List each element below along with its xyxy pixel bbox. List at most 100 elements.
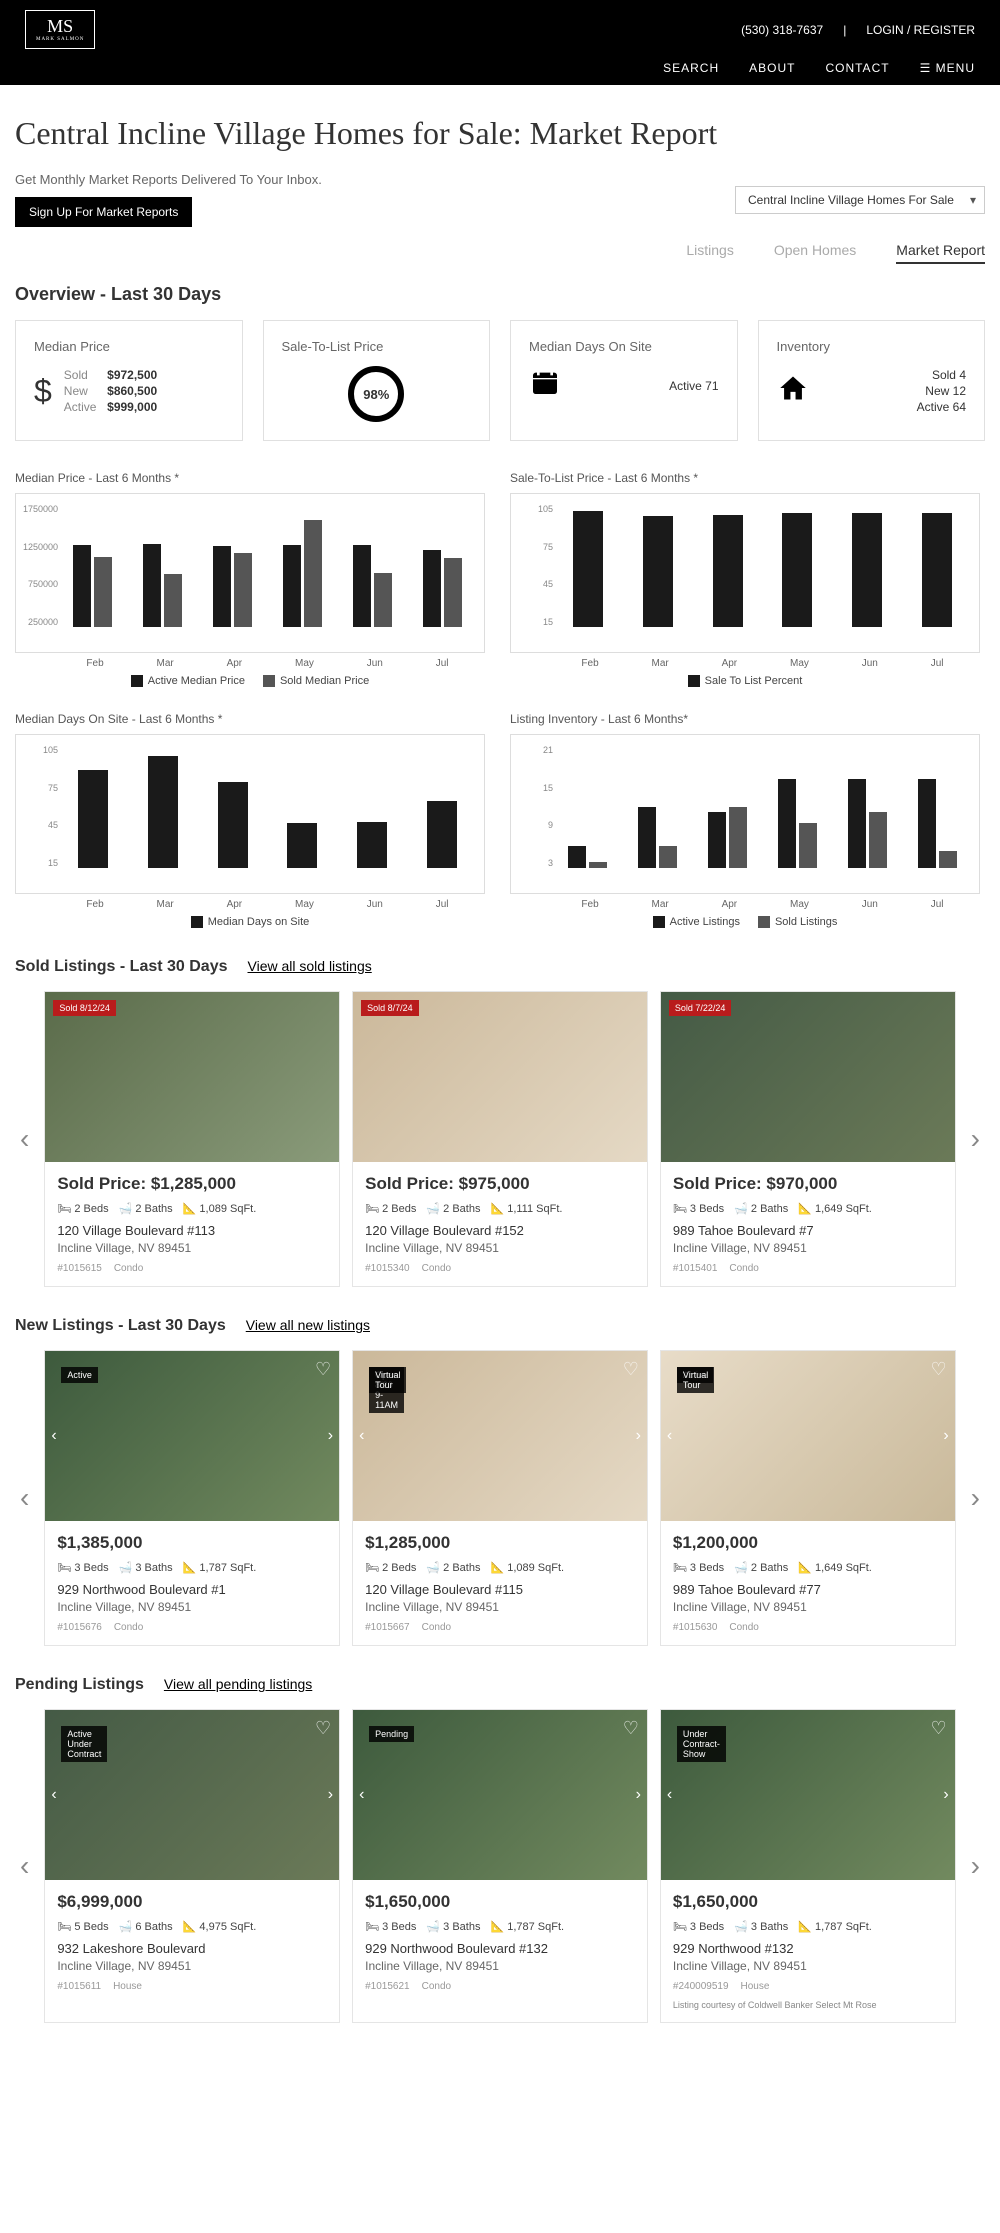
- prev-photo[interactable]: ‹: [667, 1786, 672, 1804]
- listing-card[interactable]: ActiveVirtual Tour♡‹› $1,200,000 🛏 3 Bed…: [660, 1350, 956, 1646]
- bar: [852, 513, 882, 627]
- gauge-icon: 98%: [348, 366, 404, 422]
- nav-about[interactable]: ABOUT: [749, 61, 795, 75]
- card-inventory: Inventory Sold 4 New 12 Active 64: [758, 320, 986, 441]
- area-dropdown[interactable]: Central Incline Village Homes For Sale: [735, 186, 985, 214]
- next-photo[interactable]: ›: [943, 1786, 948, 1804]
- section-title: Sold Listings - Last 30 Days: [15, 958, 228, 976]
- price: Sold Price: $975,000: [365, 1174, 635, 1194]
- status-badge: Virtual Tour: [677, 1367, 714, 1393]
- listing-card[interactable]: Sold 7/22/24 Sold Price: $970,000 🛏 3 Be…: [660, 991, 956, 1287]
- dollar-icon: $: [34, 373, 52, 410]
- next-photo[interactable]: ›: [328, 1786, 333, 1804]
- tab-open-homes[interactable]: Open Homes: [774, 242, 856, 264]
- sold-badge: Sold 8/7/24: [361, 1000, 419, 1016]
- prev-photo[interactable]: ‹: [359, 1786, 364, 1804]
- prev-photo[interactable]: ‹: [51, 1427, 56, 1445]
- status-badge: Under Contract-Show: [677, 1726, 726, 1762]
- bar: [659, 846, 677, 868]
- favorite-icon[interactable]: ♡: [623, 1718, 639, 1739]
- address: 989 Tahoe Boulevard #77: [673, 1582, 943, 1597]
- bar: [638, 807, 656, 869]
- bar: [148, 756, 178, 868]
- main-nav: SEARCH ABOUT CONTACT ☰ MENU: [25, 61, 975, 75]
- favorite-icon[interactable]: ♡: [315, 1718, 331, 1739]
- favorite-icon[interactable]: ♡: [315, 1359, 331, 1380]
- favorite-icon[interactable]: ♡: [623, 1359, 639, 1380]
- carousel-next[interactable]: ›: [966, 1123, 985, 1155]
- prop-type: Condo: [114, 1263, 143, 1274]
- prop-type: Condo: [729, 1263, 758, 1274]
- bar: [444, 558, 462, 627]
- view-all-link[interactable]: View all pending listings: [164, 1676, 312, 1692]
- prop-type: Condo: [422, 1981, 451, 1992]
- tab-listings[interactable]: Listings: [686, 242, 733, 264]
- listing-card[interactable]: Open 8/20 9-11AMVirtual Tour♡‹› $1,285,0…: [352, 1350, 648, 1646]
- bar: [213, 546, 231, 627]
- specs: 🛏 3 Beds🛁 3 Baths📐 1,787 SqFt.: [57, 1561, 327, 1574]
- nav-menu[interactable]: ☰ MENU: [920, 61, 975, 75]
- courtesy: Listing courtesy of Coldwell Banker Sele…: [673, 2000, 943, 2010]
- prev-photo[interactable]: ‹: [51, 1786, 56, 1804]
- logo[interactable]: MS MARK SALMON: [25, 10, 95, 49]
- carousel-prev[interactable]: ‹: [15, 1482, 34, 1514]
- signup-button[interactable]: Sign Up For Market Reports: [15, 197, 192, 227]
- prev-photo[interactable]: ‹: [667, 1427, 672, 1445]
- calendar-icon: [529, 366, 561, 406]
- prop-type: Condo: [422, 1622, 451, 1633]
- address: 120 Village Boulevard #152: [365, 1223, 635, 1238]
- carousel-prev[interactable]: ‹: [15, 1123, 34, 1155]
- price: $1,650,000: [365, 1892, 635, 1912]
- status-badge: Pending: [369, 1726, 414, 1742]
- next-photo[interactable]: ›: [328, 1427, 333, 1445]
- site-header: MS MARK SALMON (530) 318-7637 | LOGIN / …: [0, 0, 1000, 85]
- listing-image: Sold 8/12/24: [45, 992, 339, 1162]
- listing-image: Open 8/20 9-11AMVirtual Tour♡‹›: [353, 1351, 647, 1521]
- favorite-icon[interactable]: ♡: [931, 1718, 947, 1739]
- address: 120 Village Boulevard #115: [365, 1582, 635, 1597]
- listing-image: Sold 7/22/24: [661, 992, 955, 1162]
- specs: 🛏 3 Beds🛁 3 Baths📐 1,787 SqFt.: [365, 1920, 635, 1933]
- report-tabs: Listings Open Homes Market Report: [15, 242, 985, 264]
- next-photo[interactable]: ›: [636, 1786, 641, 1804]
- city: Incline Village, NV 89451: [673, 1959, 943, 1973]
- listing-card[interactable]: Pending ♡ ‹ › $1,650,000 🛏 3 Beds🛁 3 Baths📐…: [352, 1709, 648, 2023]
- specs: 🛏 3 Beds🛁 3 Baths📐 1,787 SqFt.: [673, 1920, 943, 1933]
- view-all-link[interactable]: View all sold listings: [248, 958, 372, 974]
- phone[interactable]: (530) 318-7637: [741, 23, 823, 37]
- bar: [568, 846, 586, 868]
- listing-card[interactable]: Sold 8/12/24 Sold Price: $1,285,000 🛏 2 …: [44, 991, 340, 1287]
- login-link[interactable]: LOGIN / REGISTER: [866, 23, 975, 37]
- bar: [353, 545, 371, 627]
- nav-contact[interactable]: CONTACT: [825, 61, 889, 75]
- listing-card[interactable]: Under Contract-Show♡‹› $1,650,000 🛏 3 Be…: [660, 1709, 956, 2023]
- prop-type: Condo: [422, 1263, 451, 1274]
- view-all-link[interactable]: View all new listings: [246, 1317, 370, 1333]
- price: Sold Price: $970,000: [673, 1174, 943, 1194]
- tab-market-report[interactable]: Market Report: [896, 242, 985, 264]
- listing-card[interactable]: Active♡‹› $1,385,000 🛏 3 Beds🛁 3 Baths📐 …: [44, 1350, 340, 1646]
- bar: [374, 573, 392, 627]
- bar: [218, 782, 248, 868]
- nav-search[interactable]: SEARCH: [663, 61, 719, 75]
- specs: 🛏 2 Beds🛁 2 Baths📐 1,089 SqFt.: [57, 1202, 327, 1215]
- address: 932 Lakeshore Boulevard: [57, 1941, 327, 1956]
- price: Sold Price: $1,285,000: [57, 1174, 327, 1194]
- next-photo[interactable]: ›: [943, 1427, 948, 1445]
- page-title: Central Incline Village Homes for Sale: …: [15, 115, 985, 152]
- listing-card[interactable]: Sold 8/7/24 Sold Price: $975,000 🛏 2 Bed…: [352, 991, 648, 1287]
- chart-c1: Median Price - Last 6 Months * 175000012…: [15, 471, 485, 687]
- favorite-icon[interactable]: ♡: [931, 1359, 947, 1380]
- carousel-next[interactable]: ›: [966, 1850, 985, 1882]
- carousel-next[interactable]: ›: [966, 1482, 985, 1514]
- bar: [94, 557, 112, 627]
- carousel-prev[interactable]: ‹: [15, 1850, 34, 1882]
- listing-card[interactable]: Active Under Contract♡‹› $6,999,000 🛏 5 …: [44, 1709, 340, 2023]
- next-photo[interactable]: ›: [636, 1427, 641, 1445]
- prev-photo[interactable]: ‹: [359, 1427, 364, 1445]
- mls-id: #1015615: [57, 1263, 102, 1274]
- card-median-price: Median Price $ Sold $972,500 New $860,50…: [15, 320, 243, 441]
- card-days-on-site: Median Days On Site Active 71: [510, 320, 738, 441]
- address: 929 Northwood Boulevard #132: [365, 1941, 635, 1956]
- mls-id: #1015611: [57, 1981, 101, 1992]
